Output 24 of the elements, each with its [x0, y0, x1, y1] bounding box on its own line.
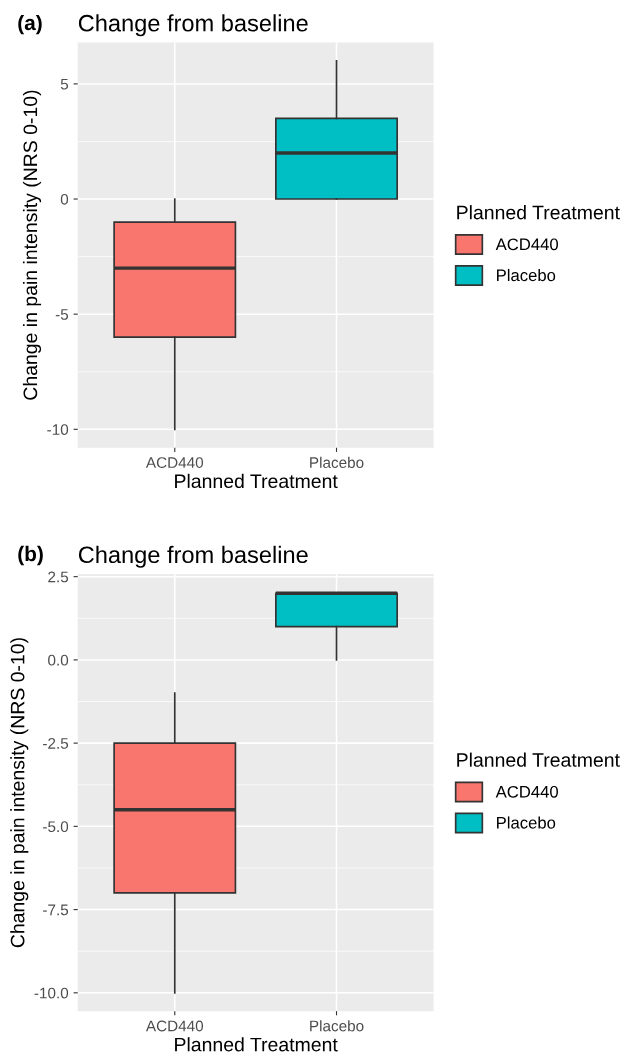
y-tick-label: -10.0: [34, 987, 69, 999]
y-tick-label: 0: [60, 193, 69, 205]
legend-label: ACD440: [495, 238, 559, 251]
y-tick-label: -10: [47, 424, 69, 436]
y-tick-label: -2.5: [43, 738, 69, 749]
y-axis-title: Change in pain intensity (NRS 0-10): [22, 90, 42, 400]
y-tick-label: 5: [60, 78, 69, 90]
legend-label: Placebo: [497, 816, 556, 829]
y-tick-label: 0.0: [48, 654, 69, 666]
text: (a): [18, 14, 42, 35]
legend-label: Placebo: [497, 268, 556, 282]
chart-title: Change from baseline: [78, 14, 308, 37]
y-tick-label: 2.5: [48, 571, 69, 583]
legend-label: ACD440: [495, 785, 559, 798]
chart-title: Change from baseline: [78, 545, 308, 568]
y-tick-label: -5: [55, 309, 69, 320]
y-tick-label: -5.0: [43, 821, 69, 833]
legend-title: Planned Treatment: [457, 752, 620, 767]
legend-title: Planned Treatment: [457, 205, 620, 220]
y-tick-label: -7.5: [43, 904, 69, 916]
text: (b): [18, 545, 43, 566]
x-axis-title: Planned Treatment: [175, 1037, 338, 1052]
y-axis-title: Change in pain intensity (NRS 0-10): [10, 638, 29, 948]
x-axis-title: Planned Treatment: [175, 473, 338, 489]
